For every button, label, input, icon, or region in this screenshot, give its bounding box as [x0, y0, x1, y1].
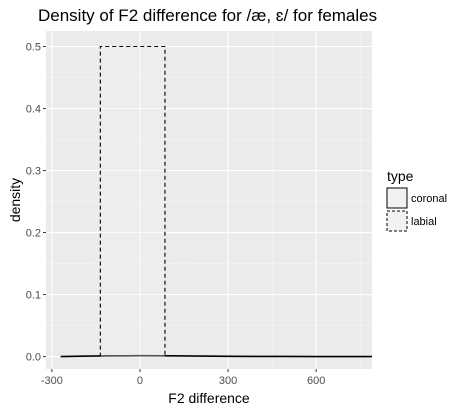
series-line-coronal	[60, 354, 372, 358]
x-tick-label: 600	[307, 375, 325, 387]
x-tick-label: 300	[219, 375, 237, 387]
x-tick-label: 0	[137, 375, 143, 387]
legend-label-coronal: coronal	[411, 193, 447, 205]
legend-key-labial	[386, 210, 408, 232]
chart-title: Density of F2 difference for /æ, ɛ/ for …	[38, 6, 377, 25]
y-axis-title: density	[7, 178, 23, 222]
y-tick-label: 0.3	[26, 166, 41, 178]
legend-label-labial: labial	[411, 216, 437, 228]
x-tick-label: -300	[41, 375, 63, 387]
y-tick-label: 0.4	[26, 104, 41, 116]
legend-title: type	[387, 168, 414, 184]
y-tick-label: 0.1	[26, 290, 41, 302]
plot-panel	[46, 31, 372, 369]
series-layer	[60, 45, 373, 358]
x-axis: -300 0 300 600	[41, 369, 325, 387]
legend: type coronal labial	[386, 168, 447, 232]
y-tick-label: 0.2	[26, 228, 41, 240]
series-area-labial	[100, 46, 165, 357]
y-tick-label: 0.0	[26, 352, 41, 364]
legend-key-coronal	[386, 187, 408, 209]
series-line-labial	[99, 45, 166, 357]
y-tick-label: 0.5	[26, 42, 41, 54]
y-axis: 0.0 0.1 0.2 0.3 0.4 0.5	[26, 42, 46, 364]
x-axis-title: F2 difference	[168, 390, 250, 406]
